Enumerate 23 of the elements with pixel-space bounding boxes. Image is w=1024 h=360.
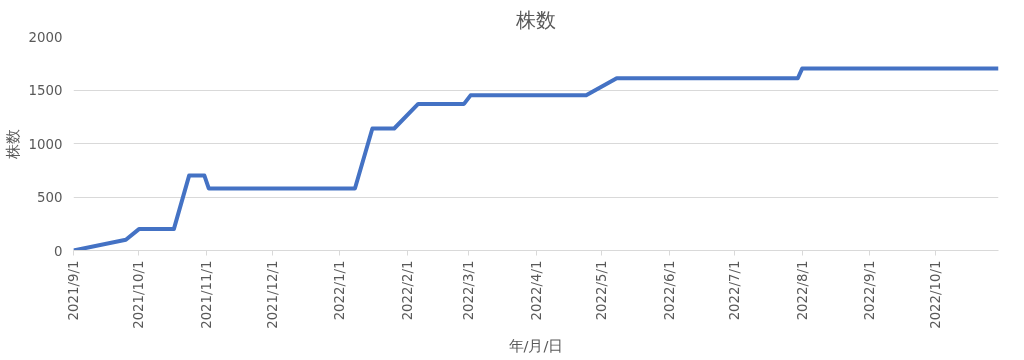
x-tick-label: 2021/12/1	[264, 260, 280, 329]
y-axis-title: 株数	[3, 128, 21, 160]
y-tick-label: 1500	[28, 83, 63, 98]
x-tick-label: 2022/2/1	[399, 260, 415, 321]
x-tick-label: 2022/10/1	[927, 260, 943, 329]
x-tick-label: 2022/6/1	[661, 260, 677, 321]
x-tick-label: 2021/11/1	[199, 260, 215, 329]
x-tick-label: 2021/9/1	[66, 260, 81, 321]
y-tick-label: 500	[37, 190, 63, 205]
y-tick-label: 2000	[28, 29, 63, 45]
x-tick-label: 2022/8/1	[794, 260, 810, 321]
line-series	[73, 66, 999, 251]
x-axis-title: 年/月/日	[508, 336, 564, 354]
y-tick-label: 1000	[28, 136, 63, 152]
x-tick-label: 2022/5/1	[593, 260, 609, 321]
x-tick-label: 2022/9/1	[862, 260, 878, 321]
x-tick-label: 2022/3/1	[460, 260, 476, 321]
x-tick-label: 2022/1/1	[332, 260, 348, 321]
chart-title: 株数	[515, 7, 556, 32]
x-tick-label: 2022/4/1	[528, 260, 544, 321]
y-tick-label: 0	[54, 243, 63, 259]
x-tick-label: 2021/10/1	[131, 260, 147, 329]
x-tick-label: 2022/7/1	[727, 260, 743, 321]
